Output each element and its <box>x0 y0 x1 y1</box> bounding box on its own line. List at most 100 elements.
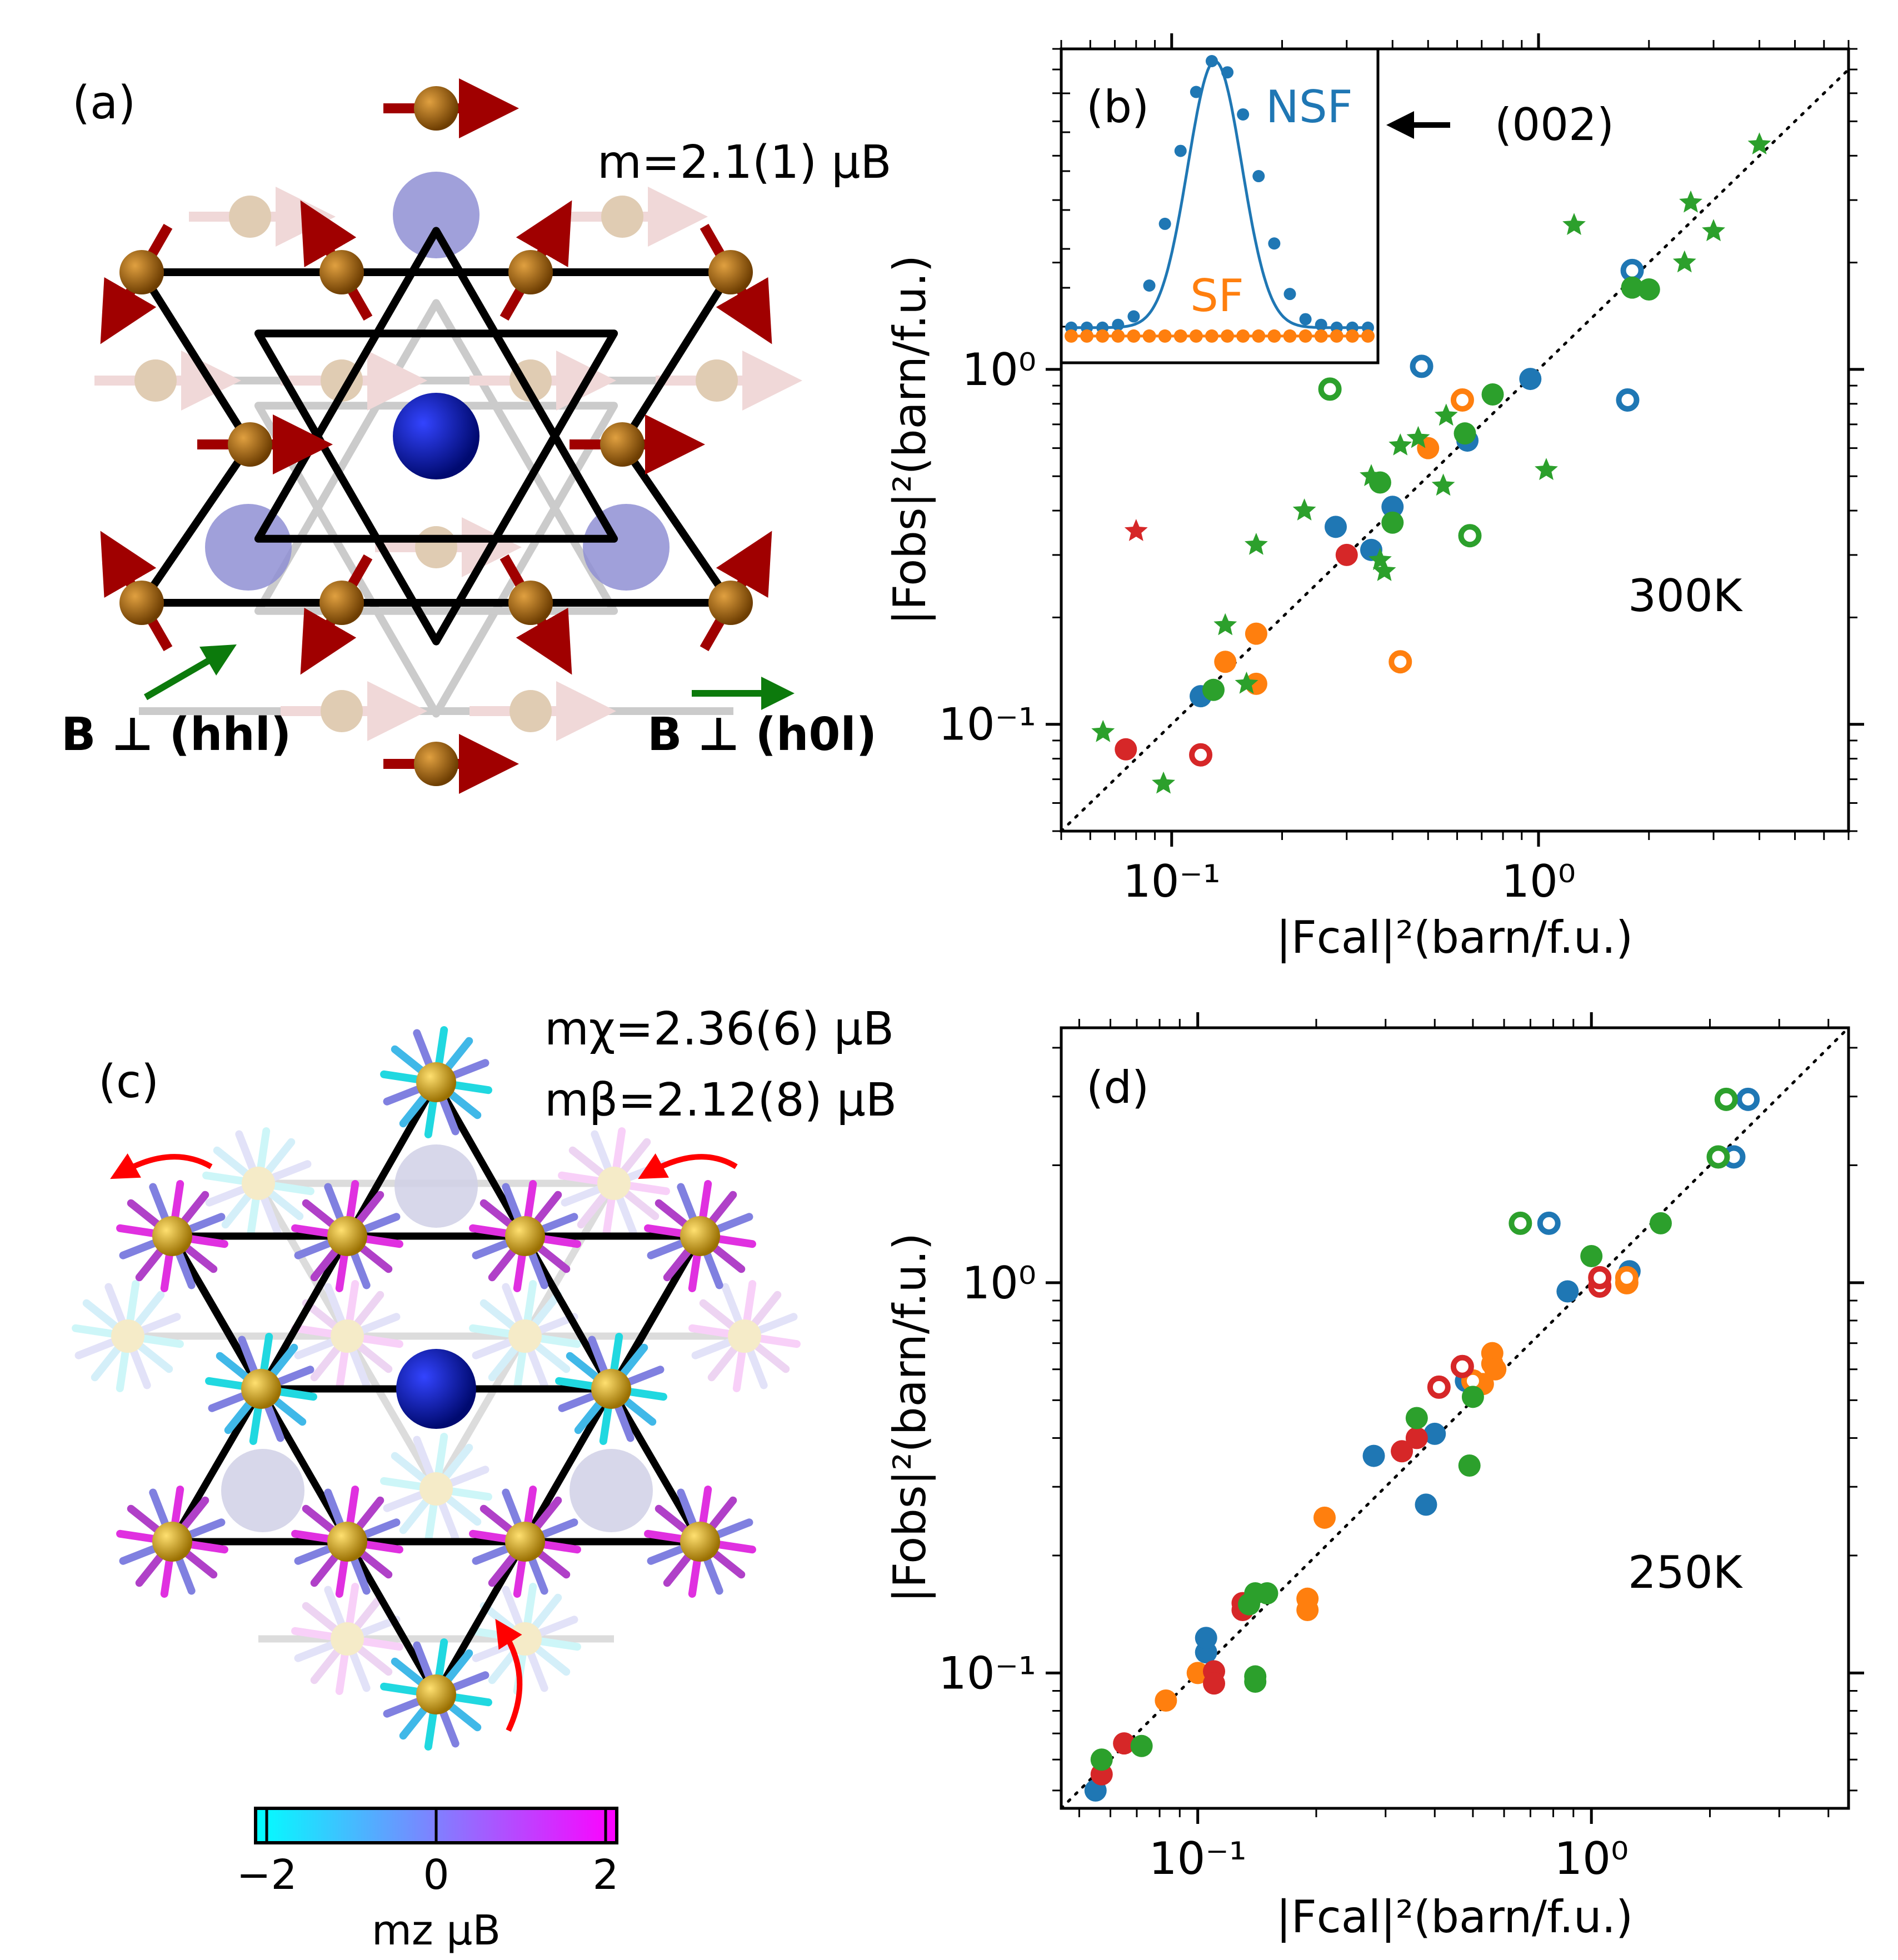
nsf-label: NSF <box>1266 81 1353 133</box>
panel-d: 10⁻¹ 10⁰ 10⁻¹ 10⁰ (d) 250K |Fcal|²(barn/f.u… <box>884 1012 1864 1943</box>
axis-ticks: 10⁻¹ 10⁰ 10⁻¹ 10⁰ <box>938 33 1864 907</box>
spin-vector <box>343 1635 403 1651</box>
spin-vector <box>254 1127 271 1187</box>
spin-vector <box>124 1332 151 1389</box>
point-blue <box>1519 368 1542 391</box>
star-point-green <box>1672 250 1696 273</box>
spin-vector <box>343 1583 359 1643</box>
spin-vector <box>521 1332 548 1389</box>
spin-vector <box>741 1332 768 1389</box>
spin-vector <box>343 1635 393 1676</box>
spin-vector <box>480 1299 529 1340</box>
axis-ticks: 10⁻¹ 10⁰ 10⁻¹ 10⁰ <box>938 1012 1864 1884</box>
sf-point <box>1345 329 1359 343</box>
star-point-green <box>1360 464 1383 486</box>
spin-vector <box>591 1130 618 1187</box>
spin-vector <box>324 1586 351 1643</box>
temperature-label: 300K <box>1628 570 1744 622</box>
open-point-green <box>1509 1211 1532 1235</box>
atom <box>414 742 458 786</box>
center-atom <box>393 393 480 479</box>
panel-c-label: (c) <box>98 1056 159 1108</box>
open-point-orange <box>1388 650 1412 674</box>
nsf-point <box>1221 66 1234 79</box>
spin-vector <box>432 1433 448 1493</box>
y-axis-label: |Fobs|²(barn/f.u.) <box>884 255 936 625</box>
spin-vector <box>610 1127 626 1187</box>
atom <box>505 1522 545 1562</box>
spin-vector <box>688 1324 748 1340</box>
sf-point <box>1283 329 1297 343</box>
point-blue <box>1362 1444 1385 1467</box>
spin-vector <box>561 1179 618 1207</box>
atom <box>241 1369 281 1409</box>
spin-vector <box>488 1332 529 1382</box>
data-points <box>1091 132 1771 794</box>
sf-point <box>1158 329 1172 343</box>
spin-vector <box>213 1146 262 1187</box>
point-green <box>1454 422 1476 445</box>
open-point-orange <box>1450 388 1474 412</box>
point-orange <box>1155 1689 1177 1712</box>
spin-vector <box>432 1443 473 1493</box>
star-point-green <box>1292 498 1316 521</box>
atom <box>331 1622 364 1656</box>
colorbar-tick-label: 2 <box>592 1851 618 1899</box>
sf-point <box>1361 329 1375 343</box>
point-blue <box>1381 496 1404 518</box>
open-point-green <box>1318 377 1342 401</box>
rotation-arrow <box>495 1619 523 1732</box>
spin-vector <box>343 1332 393 1373</box>
nsf-point <box>1315 318 1327 331</box>
spin-vector <box>294 1635 351 1662</box>
spin-vector <box>521 1280 537 1340</box>
sf-point <box>1314 329 1328 343</box>
open-point-blue <box>1736 1087 1760 1111</box>
atom <box>728 1319 761 1353</box>
sf-point <box>1080 329 1094 343</box>
spin-vector <box>202 1171 262 1187</box>
point-red <box>1115 738 1137 761</box>
atom <box>134 359 177 402</box>
star-point-green <box>1213 613 1237 636</box>
sf-point <box>1205 329 1218 343</box>
sf-label: SF <box>1190 270 1244 322</box>
point-blue <box>1195 1627 1217 1649</box>
point-orange <box>1186 1662 1209 1684</box>
spin-vector <box>124 1280 140 1340</box>
spin-vector <box>558 1171 618 1187</box>
field-label-hhl: B ⊥ (hhl) <box>61 708 291 761</box>
atom <box>508 581 553 625</box>
atom <box>331 1319 364 1353</box>
spin-vector <box>124 1313 181 1340</box>
sf-point <box>1065 329 1078 343</box>
spin-vector <box>74 1332 132 1359</box>
spin-vector <box>610 1179 670 1196</box>
point-green <box>1621 276 1644 299</box>
spin-vector <box>521 1635 581 1651</box>
atom <box>111 1319 144 1353</box>
spin-vector <box>513 1332 529 1392</box>
kagome-bond <box>254 227 618 543</box>
identity-line <box>1060 1026 1850 1810</box>
kagome-bond <box>254 299 618 615</box>
spin-vector <box>291 1324 351 1340</box>
x-tick-label: 10⁰ <box>1554 1833 1629 1884</box>
y-tick-label: 10⁰ <box>962 1257 1036 1309</box>
kagome-bond <box>608 1387 703 1544</box>
spin-vector <box>235 1130 262 1187</box>
spin-vector <box>741 1280 757 1340</box>
spin-vector <box>324 1283 351 1340</box>
star-point-green <box>1702 219 1725 242</box>
spin-vector <box>116 1332 132 1392</box>
spin-vector <box>699 1299 748 1340</box>
spin-vector <box>741 1332 790 1373</box>
spin-vector <box>602 1179 618 1239</box>
open-point-red <box>1427 1375 1451 1399</box>
spin-vector <box>246 1179 262 1239</box>
nsf-point <box>1143 279 1156 292</box>
spin-vector <box>432 1485 459 1542</box>
spin-vector <box>741 1313 798 1340</box>
atom <box>152 1216 192 1256</box>
spin-vector <box>91 1332 132 1382</box>
